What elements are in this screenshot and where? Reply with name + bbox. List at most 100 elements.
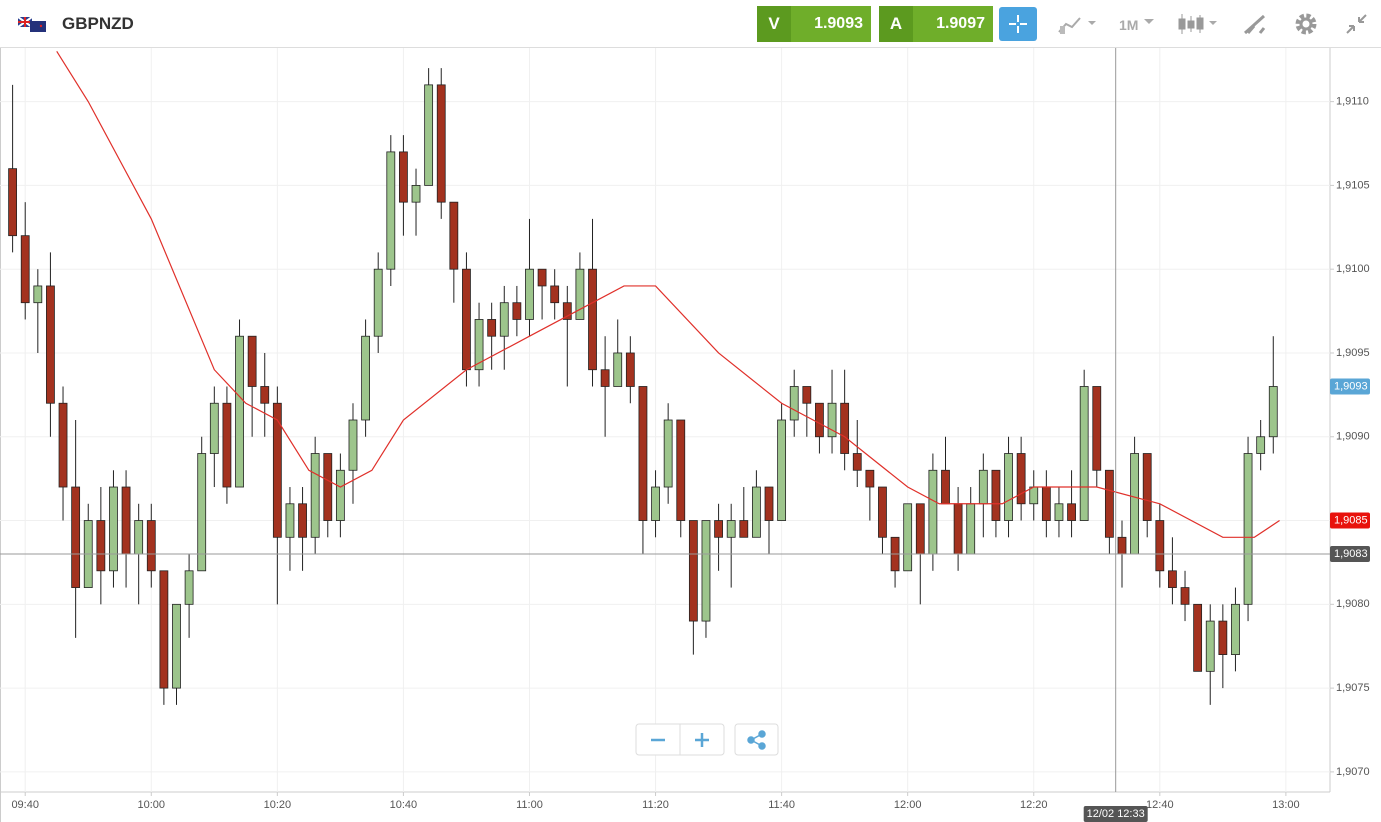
candle-body [361, 335, 370, 421]
candle-body [1168, 570, 1177, 588]
candle-body [172, 603, 181, 689]
candle-body [941, 469, 950, 505]
candle-body [121, 486, 131, 555]
candle-body [1117, 536, 1127, 555]
x-tick-label: 12:40 [1146, 799, 1174, 811]
candle-body [474, 319, 484, 371]
candle-body [1218, 620, 1228, 655]
candle-body [764, 486, 774, 521]
candle-body [184, 570, 194, 605]
timeframe[interactable]: 1M [1119, 17, 1139, 33]
candle-body [890, 536, 900, 572]
zoom-controls [635, 723, 779, 756]
sell-price: 1.9093 [814, 15, 863, 32]
x-tick-label: 12:20 [1020, 799, 1048, 811]
candle-body [676, 419, 686, 521]
y-tick-label: 1,9085 [1336, 514, 1370, 526]
candle-body [600, 369, 610, 387]
candle-body [613, 352, 623, 387]
x-tick-label: 11:40 [768, 799, 795, 811]
candle-body [751, 486, 761, 538]
candle-body [651, 486, 660, 521]
candle-body [1243, 453, 1253, 605]
candle-body [1180, 587, 1190, 605]
candle-body [550, 285, 560, 304]
candle-body [1142, 453, 1152, 521]
candle-body [260, 386, 270, 404]
sell-label: V [757, 6, 791, 42]
candle-body [462, 268, 471, 371]
candle-body [1104, 469, 1114, 538]
candle-body [8, 168, 18, 237]
candle-body [71, 486, 81, 588]
candle-body [1155, 520, 1165, 572]
moving-average [56, 51, 1280, 538]
y-tick-label: 1,9095 [1336, 347, 1370, 359]
candle-body [1256, 436, 1266, 454]
candle-body [134, 520, 144, 555]
x-tick-label: 10:20 [264, 799, 292, 811]
candle-body [575, 268, 585, 320]
candle-body [562, 302, 572, 320]
x-tick-label: 11:20 [642, 799, 669, 811]
y-tick-label: 1,9110 [1336, 96, 1369, 108]
candle-body [815, 402, 824, 438]
zoom-in[interactable] [695, 733, 709, 747]
x-tick-label: 13:00 [1272, 799, 1300, 811]
candle-body [33, 285, 43, 304]
chart-type-button[interactable] [1056, 12, 1102, 36]
candle-body [159, 570, 169, 689]
buy-price: 1.9097 [936, 15, 985, 32]
candle-body [1205, 620, 1215, 672]
candle-body [928, 469, 938, 555]
candle-body [285, 503, 295, 538]
candle-body [915, 503, 925, 555]
price-label-box [1330, 378, 1370, 395]
crosshair-button[interactable] [999, 7, 1037, 41]
candle-body [701, 520, 711, 622]
candle-body [424, 84, 434, 186]
right-axis-bg [1330, 48, 1381, 792]
candle-button[interactable] [1176, 12, 1222, 36]
candle-body [487, 319, 497, 337]
candle-body [638, 386, 648, 521]
candle-body [96, 520, 106, 572]
candle-body [1130, 453, 1139, 555]
price-label: 1,9085 [1334, 514, 1368, 526]
candle-body [1041, 486, 1051, 521]
share-button[interactable] [734, 723, 779, 756]
candle-body [1016, 453, 1026, 505]
x-tick-label: 10:40 [390, 799, 418, 811]
draw-button[interactable] [1242, 12, 1268, 36]
candle-body [953, 503, 963, 555]
candle-body [58, 402, 68, 488]
candle-body [777, 419, 787, 521]
candle-body [20, 235, 30, 304]
candle-body [852, 453, 862, 471]
candle-body [1029, 486, 1039, 505]
candle-body [399, 151, 408, 203]
settings-button[interactable] [1293, 11, 1319, 37]
price-label-box [1330, 512, 1370, 529]
candle-body [1004, 453, 1013, 521]
symbol: GBPNZD [62, 14, 134, 33]
candle-body [335, 469, 345, 521]
candle-body [386, 151, 396, 270]
candle-body [903, 503, 913, 572]
candle-body [525, 268, 534, 320]
candle-body [209, 402, 219, 454]
candle-body [991, 469, 1001, 521]
candle-body [827, 402, 837, 438]
dropdown [1144, 19, 1154, 24]
candle-body [714, 520, 723, 538]
buy-button[interactable]: A 1.9097 [879, 6, 993, 42]
candle-body [1067, 503, 1076, 521]
candle-body [298, 503, 307, 538]
y-tick-label: 1,9075 [1336, 682, 1370, 694]
collapse-button[interactable] [1344, 12, 1370, 36]
sell-button[interactable]: V 1.9093 [757, 6, 871, 42]
candle-body [411, 185, 421, 203]
candle-body [978, 469, 988, 505]
candle-body [1092, 386, 1102, 471]
buy-label: A [879, 6, 913, 42]
